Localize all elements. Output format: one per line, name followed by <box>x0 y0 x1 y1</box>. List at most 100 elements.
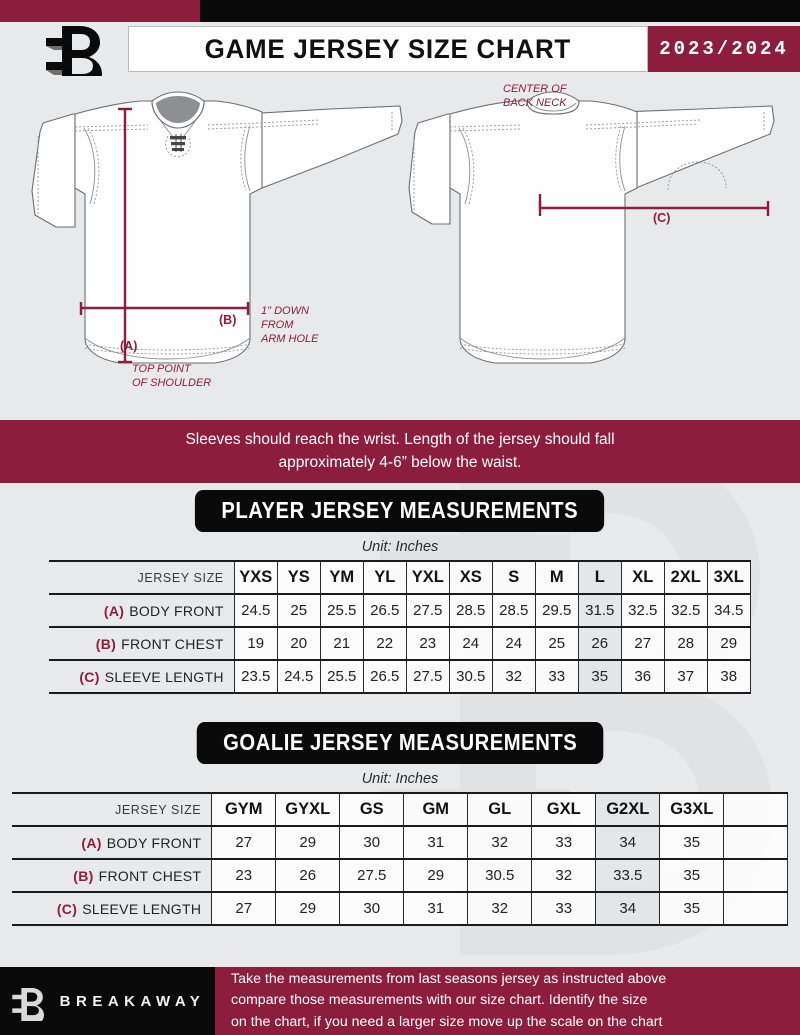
goalie-cell: 29 <box>275 892 341 926</box>
player-cell: 29.5 <box>534 594 579 628</box>
goalie-cell: 27 <box>211 826 277 860</box>
jersey-front-illustration: (A) TOP POINT OF SHOULDER (B) 1" DOWN FR… <box>31 91 403 389</box>
player-row-label-2: (C) SLEEVE LENGTH <box>49 660 235 694</box>
player-cell: 36 <box>620 660 665 694</box>
player-cell: 26 <box>577 627 622 661</box>
player-cell: 24 <box>491 627 536 661</box>
goalie-cell: 32 <box>467 892 533 926</box>
player-jersey-section: PLAYER JERSEY MEASUREMENTS Unit: Inches … <box>0 490 800 694</box>
marker-c-note-line1: CENTER OF <box>503 83 568 95</box>
player-cell: 27.5 <box>405 594 450 628</box>
goalie-cell: 34 <box>595 826 661 860</box>
goalie-measurements-table: JERSEY SIZE GYM GYXL GS GM GL GXL G2XL G3XL (A) BO… <box>11 792 789 926</box>
goalie-cell: 27 <box>211 892 277 926</box>
player-cell: 31.5 <box>577 594 622 628</box>
player-size-XS: XS <box>448 560 493 595</box>
goalie-size-G2XL: G2XL <box>595 792 661 827</box>
goalie-unit-label: Unit: Inches <box>361 771 439 787</box>
player-cell: 27 <box>620 627 665 661</box>
footer-line-3: on the chart, if you need a larger size … <box>231 1013 663 1030</box>
breakaway-b-logo-icon <box>46 26 102 76</box>
jersey-back-illustration: CENTER OF BACK NECK (C) <box>408 83 775 364</box>
marker-b-note-line2: FROM <box>261 319 294 331</box>
goalie-cell: 30.5 <box>467 859 533 893</box>
goalie-table-body: JERSEY SIZE GYM GYXL GS GM GL GXL G2XL G3XL (A) BO… <box>11 792 789 926</box>
player-cell: 34.5 <box>706 594 751 628</box>
player-section-title: PLAYER JERSEY MEASUREMENTS <box>195 490 605 532</box>
player-cell: 25.5 <box>319 594 364 628</box>
goalie-cell: 33 <box>531 892 597 926</box>
player-table-body: JERSEY SIZE YXS YS YM YL YXL XS S M L XL 2XL 3XL (A) B… <box>49 560 751 694</box>
player-cell: 35 <box>577 660 622 694</box>
player-size-YXS: YXS <box>233 560 278 595</box>
goalie-size-GYXL: GYXL <box>275 792 341 827</box>
measurement-note-banner: Sleeves should reach the wrist. Length o… <box>0 420 800 483</box>
player-cell: 22 <box>362 627 407 661</box>
goalie-cell: 30 <box>339 892 405 926</box>
goalie-cell: 31 <box>403 892 469 926</box>
player-size-XL: XL <box>620 560 665 595</box>
player-cell: 32.5 <box>620 594 665 628</box>
top-strip-maroon <box>0 0 200 22</box>
player-cell: 21 <box>319 627 364 661</box>
footer-line-2: compare those measurements with our size… <box>231 992 648 1009</box>
marker-c-note-line2: BACK NECK <box>503 97 567 109</box>
player-cell: 24.5 <box>276 660 321 694</box>
table-row: (C) SLEEVE LENGTH 27 29 30 31 32 33 34 35 <box>11 892 789 926</box>
player-cell: 25.5 <box>319 660 364 694</box>
goalie-cell <box>723 892 789 926</box>
player-size-3XL: 3XL <box>706 560 751 595</box>
goalie-cell: 33.5 <box>595 859 661 893</box>
goalie-cell: 35 <box>659 826 725 860</box>
player-cell: 24 <box>448 627 493 661</box>
table-row: (A) BODY FRONT 24.5 25 25.5 26.5 27.5 28.5 28.5 2… <box>49 594 751 628</box>
season-year-badge: 2023/2024 <box>648 26 800 72</box>
player-header-row: JERSEY SIZE YXS YS YM YL YXL XS S M L XL 2XL 3XL <box>49 560 751 595</box>
player-cell: 25 <box>534 627 579 661</box>
table-row: (C) SLEEVE LENGTH 23.5 24.5 25.5 26.5 27.5 30.5… <box>49 660 751 694</box>
page-footer: BREAKAWAY Take the measurements from las… <box>0 967 800 1035</box>
goalie-cell: 29 <box>275 826 341 860</box>
player-unit-label: Unit: Inches <box>361 539 439 555</box>
footer-brand-name: BREAKAWAY <box>59 992 206 1010</box>
player-size-YS: YS <box>276 560 321 595</box>
goalie-cell: 30 <box>339 826 405 860</box>
goalie-cell: 23 <box>211 859 277 893</box>
note-line-1: Sleeves should reach the wrist. Length o… <box>185 431 615 449</box>
goalie-row-label-0: (A) BODY FRONT <box>11 826 213 860</box>
footer-line-1: Take the measurements from last seasons … <box>231 971 667 988</box>
marker-b-note-line1: 1" DOWN <box>261 305 309 317</box>
breakaway-b-logo-icon <box>11 987 44 1021</box>
player-cell: 28.5 <box>448 594 493 628</box>
player-size-header-label: JERSEY SIZE <box>49 560 235 595</box>
footer-brand: BREAKAWAY <box>0 967 215 1035</box>
season-year-text: 2023/2024 <box>659 38 789 60</box>
player-cell: 30.5 <box>448 660 493 694</box>
player-cell: 19 <box>233 627 278 661</box>
goalie-size-header-label: JERSEY SIZE <box>11 792 213 827</box>
player-size-2XL: 2XL <box>663 560 708 595</box>
marker-c-label: (C) <box>653 211 670 225</box>
goalie-cell: 35 <box>659 892 725 926</box>
player-cell: 32.5 <box>663 594 708 628</box>
goalie-size-GM: GM <box>403 792 469 827</box>
player-cell: 23.5 <box>233 660 278 694</box>
goalie-size-G3XL: G3XL <box>659 792 725 827</box>
player-size-L: L <box>577 560 622 595</box>
player-cell: 26.5 <box>362 660 407 694</box>
goalie-cell: 34 <box>595 892 661 926</box>
goalie-size-GS: GS <box>339 792 405 827</box>
goalie-row-label-2: (C) SLEEVE LENGTH <box>11 892 213 926</box>
player-cell: 28 <box>663 627 708 661</box>
measurement-tag: (C) <box>56 900 78 917</box>
goalie-cell: 32 <box>531 859 597 893</box>
player-cell: 26.5 <box>362 594 407 628</box>
goalie-header-row: JERSEY SIZE GYM GYXL GS GM GL GXL G2XL G3XL <box>11 792 789 827</box>
goalie-cell <box>723 859 789 893</box>
player-cell: 27.5 <box>405 660 450 694</box>
measurement-tag: (A) <box>103 602 125 619</box>
jersey-diagram: .jo { fill:#fefefe; stroke:#6d6e71; stro… <box>0 76 800 420</box>
player-cell: 32 <box>491 660 536 694</box>
table-row: (B) FRONT CHEST 23 26 27.5 29 30.5 32 33.5 35 <box>11 859 789 893</box>
page-title-box: GAME JERSEY SIZE CHART <box>128 26 648 72</box>
